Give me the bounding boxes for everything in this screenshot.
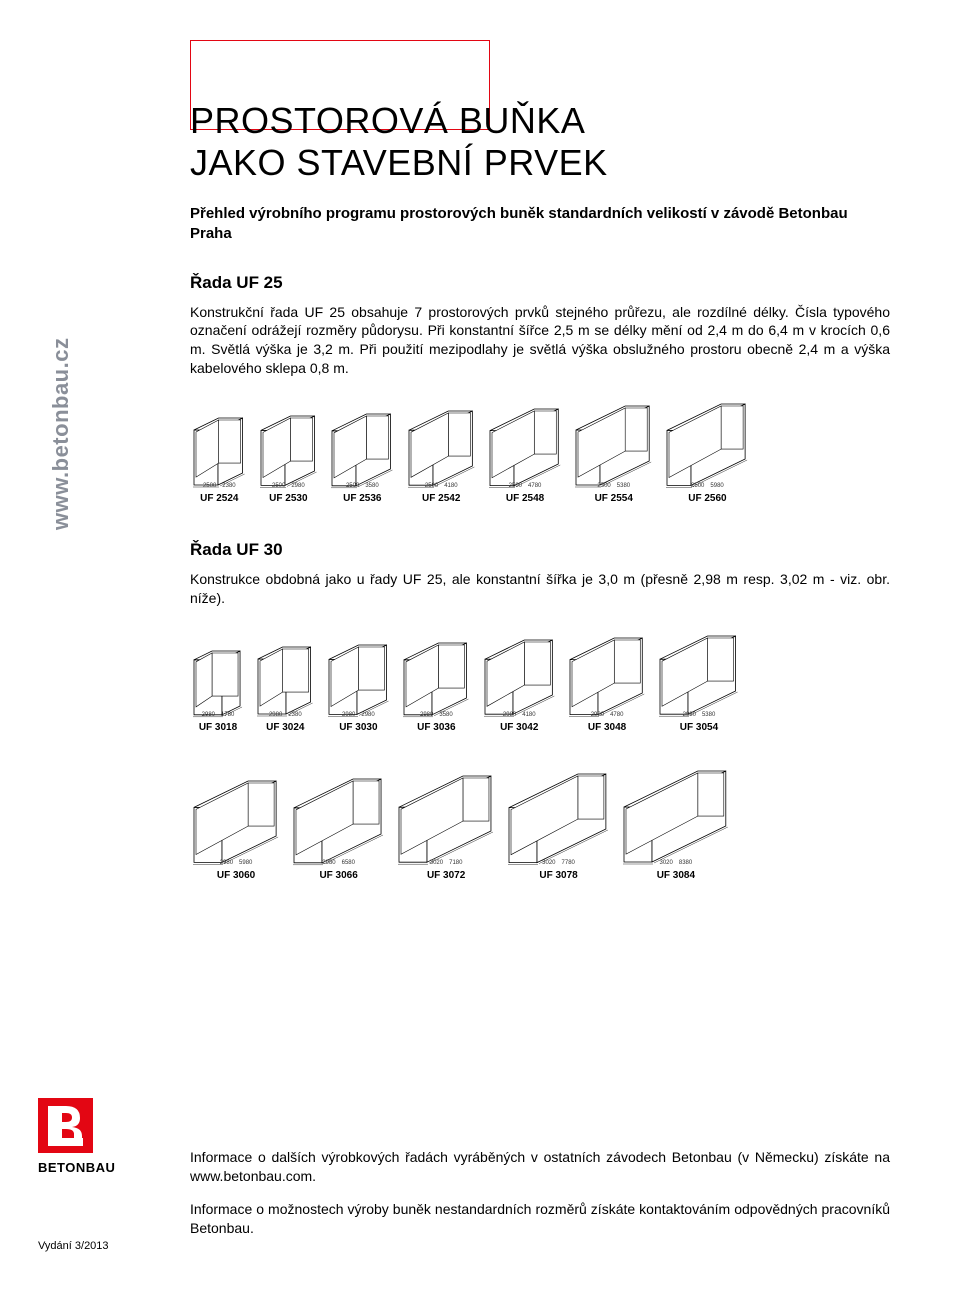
subtitle: Přehled výrobního programu prostorových … [190, 204, 890, 245]
box-UF-2554: 25005380 UF 2554 [572, 398, 655, 504]
box-dims: 29805980 [220, 860, 253, 866]
box-UF-3066: 29806580 UF 3066 [290, 771, 387, 882]
box-dims: 25003580 [346, 483, 379, 489]
box-label: UF 2536 [343, 493, 381, 504]
section-2-heading: Řada UF 30 [190, 540, 890, 560]
box-dims: 29805380 [683, 712, 716, 718]
diagram-row-uf30-b: 29805980 UF 3060 29806580 UF 3066 30207180 UF… [190, 763, 890, 881]
box-dims: 30207180 [430, 860, 463, 866]
box-UF-2524: 25002380 UF 2524 [190, 410, 249, 504]
box-label: UF 3036 [417, 722, 455, 733]
box-dims: 30208380 [660, 860, 693, 866]
box-UF-3030: 29802980 UF 3030 [325, 637, 393, 733]
box-UF-2548: 25004780 UF 2548 [486, 401, 564, 505]
box-label: UF 3072 [427, 870, 465, 881]
sidebar-url: www.betonbau.cz [48, 338, 74, 530]
box-dims: 29806580 [322, 860, 355, 866]
box-dims: 29804180 [503, 712, 536, 718]
box-UF-3078: 30207780 UF 3078 [505, 766, 612, 882]
main-content: PROSTOROVÁ BUŇKA JAKO STAVEBNÍ PRVEK Pře… [190, 70, 890, 889]
box-dims: 25004780 [509, 483, 542, 489]
diagram-row-uf25: 25002380 UF 2524 25002980 UF 2530 25003580 UF… [190, 396, 890, 504]
box-label: UF 2542 [422, 493, 460, 504]
box-UF-3036: 29803580 UF 3036 [400, 635, 472, 734]
box-UF-3048: 29804780 UF 3048 [566, 630, 648, 734]
box-UF-3072: 30207180 UF 3072 [395, 768, 497, 881]
footer: Informace o dalších výrobkových řadách v… [190, 1148, 890, 1252]
box-label: UF 3018 [199, 722, 237, 733]
box-label: UF 3066 [319, 870, 357, 881]
section-2-text: Konstrukce obdobná jako u řady UF 25, al… [190, 570, 890, 608]
section-1-text: Konstrukční řada UF 25 obsahuje 7 prosto… [190, 303, 890, 379]
box-dims: 29802980 [342, 712, 375, 718]
section-1-heading: Řada UF 25 [190, 273, 890, 293]
box-dims: 25005980 [691, 483, 724, 489]
box-UF-2530: 25002980 UF 2530 [257, 408, 321, 504]
box-dims: 25002980 [272, 483, 305, 489]
box-dims: 29803580 [420, 712, 453, 718]
box-dims: 25004180 [425, 483, 458, 489]
title-line-2: JAKO STAVEBNÍ PRVEK [190, 142, 890, 184]
box-UF-3054: 29805380 UF 3054 [656, 628, 742, 733]
box-label: UF 3042 [500, 722, 538, 733]
box-label: UF 3024 [266, 722, 304, 733]
box-UF-2560: 25005980 UF 2560 [663, 396, 751, 504]
box-label: UF 3030 [339, 722, 377, 733]
box-UF-3024: 29802380 UF 3024 [254, 639, 317, 733]
box-label: UF 3060 [217, 870, 255, 881]
box-label: UF 3078 [539, 870, 577, 881]
box-label: UF 2530 [269, 493, 307, 504]
box-label: UF 3048 [588, 722, 626, 733]
box-UF-3018: 29801780 UF 3018 [190, 643, 246, 734]
box-label: UF 2560 [688, 493, 726, 504]
logo-icon [38, 1098, 106, 1153]
box-dims: 25002380 [203, 483, 236, 489]
box-label: UF 2548 [506, 493, 544, 504]
box-dims: 29804780 [591, 712, 624, 718]
box-UF-2542: 25004180 UF 2542 [405, 403, 478, 504]
logo-brand-text: BETONBAU [38, 1160, 115, 1175]
box-label: UF 3054 [680, 722, 718, 733]
box-dims: 25005380 [597, 483, 630, 489]
box-UF-3042: 29804180 UF 3042 [481, 632, 558, 733]
box-UF-2536: 25003580 UF 2536 [328, 406, 396, 505]
title-line-1: PROSTOROVÁ BUŇKA [190, 100, 890, 142]
box-dims: 29802380 [269, 712, 302, 718]
box-label: UF 2524 [200, 493, 238, 504]
box-UF-3060: 29805980 UF 3060 [190, 773, 282, 881]
brand-logo: BETONBAU [38, 1098, 115, 1175]
box-label: UF 2554 [595, 493, 633, 504]
footer-para-2: Informace o možnostech výroby buněk nest… [190, 1200, 890, 1238]
issue-date: Vydání 3/2013 [38, 1240, 109, 1252]
diagram-row-uf30-a: 29801780 UF 3018 29802380 UF 3024 29802980 UF… [190, 628, 890, 733]
footer-para-1: Informace o dalších výrobkových řadách v… [190, 1148, 890, 1186]
box-dims: 29801780 [202, 712, 235, 718]
box-dims: 30207780 [542, 860, 575, 866]
box-UF-3084: 30208380 UF 3084 [620, 763, 732, 881]
box-label: UF 3084 [657, 870, 695, 881]
